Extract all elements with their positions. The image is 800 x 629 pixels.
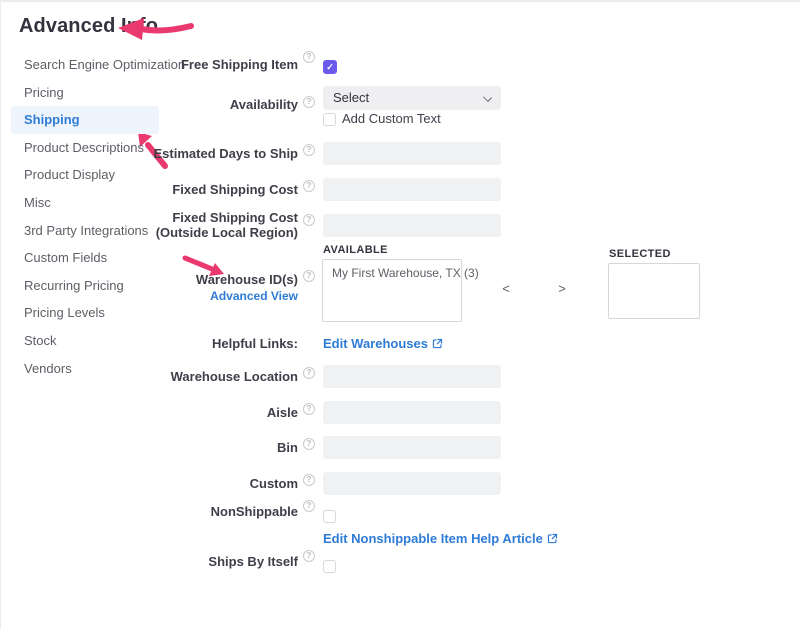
settings-sidebar: Search Engine Optimization Pricing Shipp… [11, 51, 186, 382]
help-icon[interactable]: ? [303, 214, 315, 226]
help-icon[interactable]: ? [303, 180, 315, 192]
fixed-shipping-cost-outside-input[interactable] [323, 214, 501, 237]
fixed-shipping-cost-label: Fixed Shipping Cost [172, 182, 298, 197]
sidebar-item-pricing-levels[interactable]: Pricing Levels [24, 305, 105, 321]
aisle-input[interactable] [323, 401, 501, 424]
warehouse-location-label: Warehouse Location [170, 369, 298, 384]
add-custom-text-checkbox[interactable]: ✓ [323, 113, 336, 126]
edit-nonshippable-link-text: Edit Nonshippable Item Help Article [323, 531, 543, 546]
edit-warehouses-link[interactable]: Edit Warehouses [323, 336, 443, 351]
help-icon[interactable]: ? [303, 403, 315, 415]
sidebar-item-product-descriptions[interactable]: Product Descriptions [24, 139, 144, 155]
availability-select-value: Select [333, 90, 370, 105]
help-icon[interactable]: ? [303, 144, 315, 156]
helpful-links-label: Helpful Links: [212, 336, 298, 351]
sidebar-item-vendors[interactable]: Vendors [24, 360, 72, 376]
fixed-shipping-cost-outside-label: Fixed Shipping Cost (Outside Local Regio… [156, 210, 298, 240]
warehouse-location-input[interactable] [323, 365, 501, 388]
check-icon: ✓ [326, 62, 334, 72]
warehouse-ids-label: Warehouse ID(s) [195, 272, 298, 287]
custom-label: Custom [249, 476, 298, 491]
fixed-cost-outside-line2: (Outside Local Region) [155, 225, 298, 240]
sidebar-item-custom-fields[interactable]: Custom Fields [24, 250, 108, 266]
availability-label: Availability [229, 97, 298, 112]
fixed-shipping-cost-input[interactable] [323, 178, 501, 201]
free-shipping-checkbox[interactable]: ✓ [323, 60, 337, 74]
selected-heading: SELECTED [609, 248, 671, 260]
bin-label: Bin [277, 440, 298, 455]
fixed-cost-outside-line1: Fixed Shipping Cost [172, 210, 298, 225]
check-icon: ✓ [326, 512, 334, 522]
move-right-button[interactable]: > [553, 280, 571, 298]
availability-select[interactable]: Select [323, 86, 501, 110]
nonshippable-label: NonShippable [210, 504, 298, 519]
sidebar-item-shipping[interactable]: Shipping [11, 106, 159, 134]
page-title: Advanced Info [19, 15, 159, 37]
ships-by-itself-checkbox[interactable]: ✓ [323, 560, 336, 573]
list-item[interactable]: My First Warehouse, TX (3) [332, 266, 479, 280]
aisle-label: Aisle [266, 405, 298, 420]
sidebar-item-3rd-party[interactable]: 3rd Party Integrations [24, 222, 149, 238]
estimated-days-label: Estimated Days to Ship [153, 146, 298, 161]
sidebar-item-seo[interactable]: Search Engine Optimization [24, 57, 186, 72]
help-icon[interactable]: ? [303, 367, 315, 379]
advanced-view-link[interactable]: Advanced View [210, 289, 298, 303]
help-icon[interactable]: ? [303, 270, 315, 282]
sidebar-item-product-display[interactable]: Product Display [24, 167, 116, 183]
sidebar-item-misc[interactable]: Misc [24, 194, 51, 210]
move-left-button[interactable]: < [497, 280, 515, 298]
check-icon: ✓ [326, 115, 334, 125]
sidebar-item-recurring-pricing[interactable]: Recurring Pricing [24, 277, 124, 293]
available-listbox[interactable]: My First Warehouse, TX (3) [322, 259, 479, 322]
estimated-days-input[interactable] [323, 142, 501, 165]
help-icon[interactable]: ? [303, 474, 315, 486]
ships-by-itself-label: Ships By Itself [208, 554, 298, 569]
free-shipping-item-label: Free Shipping Item [180, 57, 298, 72]
help-icon[interactable]: ? [303, 51, 315, 63]
check-icon: ✓ [326, 562, 334, 572]
external-link-icon [432, 338, 443, 349]
chevron-down-icon [483, 93, 492, 102]
available-heading: AVAILABLE [323, 244, 388, 256]
add-custom-text-label: Add Custom Text [342, 111, 441, 126]
sidebar-item-pricing[interactable]: Pricing [24, 84, 64, 100]
help-icon[interactable]: ? [303, 500, 315, 512]
help-icon[interactable]: ? [303, 96, 315, 108]
help-icon[interactable]: ? [303, 550, 315, 562]
sidebar-item-stock[interactable]: Stock [24, 332, 57, 348]
selected-listbox[interactable] [608, 263, 700, 319]
edit-warehouses-link-text: Edit Warehouses [323, 336, 428, 351]
help-icon[interactable]: ? [303, 438, 315, 450]
bin-input[interactable] [323, 436, 501, 459]
external-link-icon [547, 533, 557, 544]
edit-nonshippable-help-link[interactable]: Edit Nonshippable Item Help Article [323, 531, 558, 546]
custom-input[interactable] [323, 472, 501, 495]
nonshippable-checkbox[interactable]: ✓ [323, 510, 336, 523]
